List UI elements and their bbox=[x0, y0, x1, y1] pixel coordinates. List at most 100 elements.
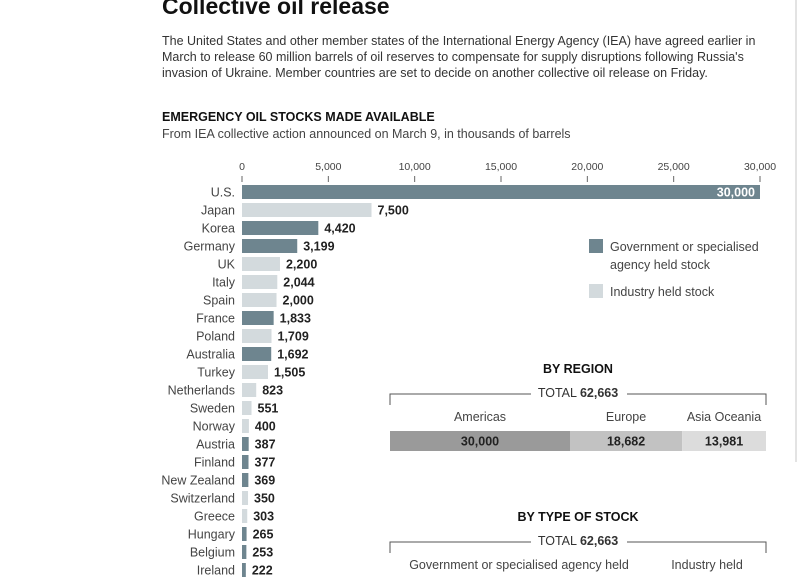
country-label: Switzerland bbox=[170, 492, 235, 506]
region-value-label: 30,000 bbox=[461, 435, 499, 449]
data-label: 551 bbox=[258, 402, 279, 416]
bar bbox=[242, 401, 252, 415]
data-label: 30,000 bbox=[717, 186, 755, 200]
stock-type-title: BY TYPE OF STOCK bbox=[517, 510, 638, 524]
country-label: Austria bbox=[196, 438, 235, 452]
page-title: Collective oil release bbox=[162, 0, 390, 19]
bar bbox=[242, 473, 249, 487]
data-label: 400 bbox=[255, 420, 276, 434]
legend-swatch bbox=[589, 239, 603, 253]
data-label: 265 bbox=[253, 528, 274, 542]
region-name-label: Americas bbox=[454, 410, 506, 424]
bar bbox=[242, 275, 278, 289]
data-label: 2,200 bbox=[286, 258, 317, 272]
region-name-label: Europe bbox=[606, 410, 646, 424]
bar bbox=[242, 491, 249, 505]
region-total-label: TOTAL 62,663 bbox=[538, 386, 618, 400]
region-total-value: 62,663 bbox=[580, 386, 618, 400]
country-label: Greece bbox=[194, 510, 235, 524]
country-label: France bbox=[196, 312, 235, 326]
country-label: Spain bbox=[203, 294, 235, 308]
region-title: BY REGION bbox=[543, 362, 613, 376]
bar bbox=[242, 365, 268, 379]
x-tick-label: 20,000 bbox=[571, 161, 603, 173]
region-value-label: 13,981 bbox=[705, 435, 743, 449]
bar bbox=[242, 419, 249, 433]
legend-swatch bbox=[589, 284, 603, 298]
bar bbox=[242, 527, 247, 541]
country-label: Norway bbox=[193, 420, 236, 434]
data-label: 823 bbox=[262, 384, 283, 398]
country-label: UK bbox=[218, 258, 236, 272]
bar bbox=[242, 257, 280, 271]
country-label: Netherlands bbox=[168, 384, 235, 398]
stock-type-name-label: Government or specialised agency held bbox=[409, 558, 629, 572]
bar bbox=[242, 203, 372, 217]
x-tick-label: 10,000 bbox=[399, 161, 431, 173]
bar bbox=[242, 455, 249, 469]
legend-label: Government or specialised bbox=[610, 240, 759, 254]
intro-paragraph: The United States and other member state… bbox=[162, 34, 756, 80]
country-label: Turkey bbox=[197, 366, 235, 380]
stock-type-name-label: Industry held bbox=[671, 558, 743, 572]
bar bbox=[242, 347, 272, 361]
stock-total-bracket bbox=[389, 541, 767, 553]
region-name-label: Asia Oceania bbox=[687, 410, 761, 424]
country-label: U.S. bbox=[211, 186, 235, 200]
data-label: 4,420 bbox=[324, 222, 355, 236]
region-total-bracket bbox=[389, 393, 767, 405]
data-label: 7,500 bbox=[378, 204, 409, 218]
data-label: 377 bbox=[255, 456, 276, 470]
country-label: Belgium bbox=[190, 546, 235, 560]
chart-title: EMERGENCY OIL STOCKS MADE AVAILABLE bbox=[162, 110, 435, 124]
bar bbox=[242, 563, 246, 577]
bar bbox=[242, 185, 760, 199]
data-label: 1,692 bbox=[277, 348, 308, 362]
bar bbox=[242, 293, 277, 307]
data-label: 2,044 bbox=[283, 276, 314, 290]
x-tick-label: 5,000 bbox=[315, 161, 341, 173]
bar bbox=[242, 509, 248, 523]
region-segment bbox=[390, 431, 571, 451]
data-label: 3,199 bbox=[303, 240, 334, 254]
data-label: 303 bbox=[253, 510, 274, 524]
bar bbox=[242, 545, 247, 559]
x-tick-label: 15,000 bbox=[485, 161, 517, 173]
country-label: Australia bbox=[186, 348, 235, 362]
chart-subtitle: From IEA collective action announced on … bbox=[162, 127, 571, 141]
legend-label: Industry held stock bbox=[610, 285, 715, 299]
x-tick-label: 0 bbox=[239, 161, 245, 173]
country-label: Korea bbox=[202, 222, 235, 236]
x-tick-label: 25,000 bbox=[658, 161, 690, 173]
country-label: New Zealand bbox=[161, 474, 235, 488]
country-label: Sweden bbox=[190, 402, 235, 416]
bar bbox=[242, 311, 274, 325]
data-label: 369 bbox=[254, 474, 275, 488]
stock-total-label: TOTAL 62,663 bbox=[538, 534, 618, 548]
data-label: 387 bbox=[255, 438, 276, 452]
x-tick-label: 30,000 bbox=[744, 161, 776, 173]
region-segment bbox=[682, 431, 766, 451]
stock-total-value: 62,663 bbox=[580, 534, 618, 548]
data-label: 350 bbox=[254, 492, 275, 506]
data-label: 2,000 bbox=[283, 294, 314, 308]
data-label: 253 bbox=[252, 546, 273, 560]
country-label: Italy bbox=[212, 276, 236, 290]
page-edge-rule bbox=[795, 0, 797, 462]
region-segment bbox=[570, 431, 683, 451]
country-label: Ireland bbox=[197, 564, 235, 578]
country-label: Hungary bbox=[188, 528, 236, 542]
country-label: Finland bbox=[194, 456, 235, 470]
country-label: Japan bbox=[201, 204, 235, 218]
data-label: 1,709 bbox=[278, 330, 309, 344]
bar bbox=[242, 221, 319, 235]
bar bbox=[242, 239, 298, 253]
bar bbox=[242, 329, 272, 343]
bar bbox=[242, 383, 257, 397]
data-label: 1,505 bbox=[274, 366, 305, 380]
region-value-label: 18,682 bbox=[607, 435, 645, 449]
data-label: 1,833 bbox=[280, 312, 311, 326]
bar bbox=[242, 437, 249, 451]
country-label: Germany bbox=[184, 240, 236, 254]
